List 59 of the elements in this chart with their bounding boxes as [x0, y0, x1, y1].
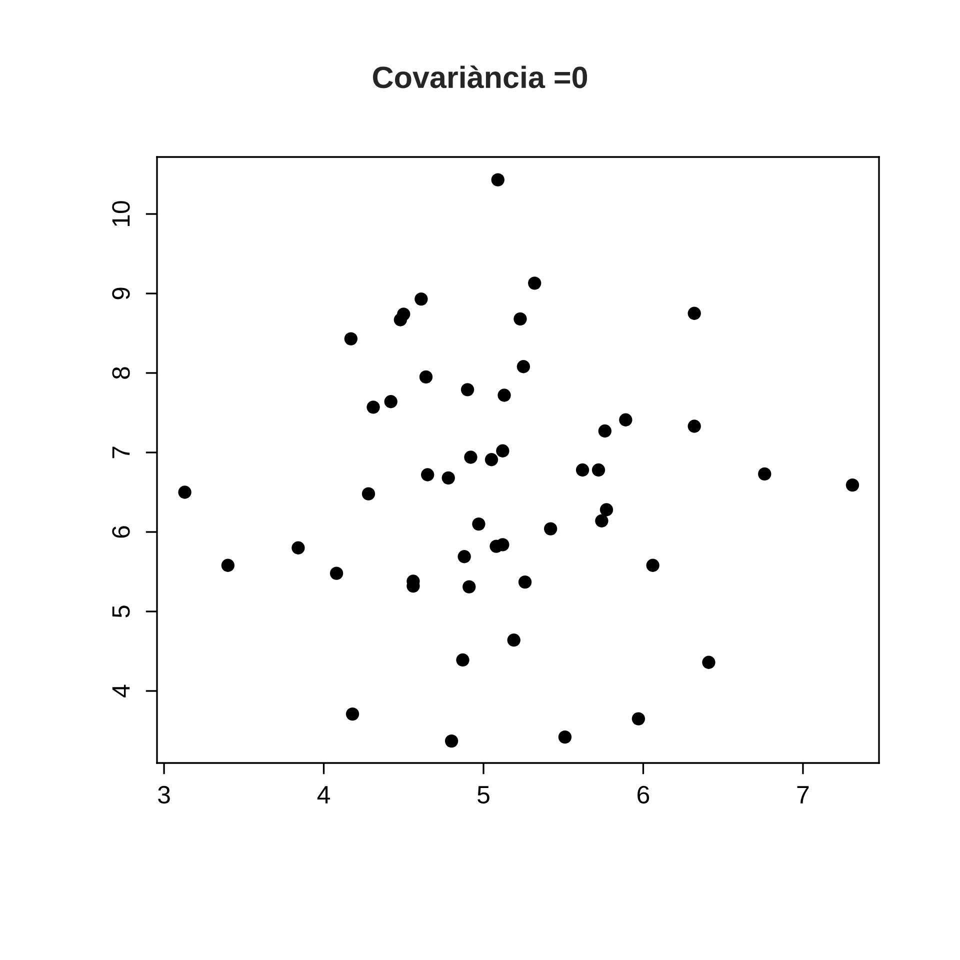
point [456, 653, 470, 667]
point [498, 388, 511, 402]
x-tick-label: 7 [797, 786, 809, 804]
point [688, 420, 701, 433]
point [558, 730, 572, 744]
point [491, 173, 504, 186]
point [330, 566, 344, 580]
point [419, 370, 433, 384]
point [619, 413, 632, 426]
point [397, 308, 410, 321]
point [462, 580, 476, 594]
point [421, 468, 434, 482]
point [544, 522, 558, 536]
point [518, 575, 532, 589]
point [600, 503, 614, 516]
point [758, 467, 772, 481]
point [384, 395, 398, 408]
point [632, 712, 646, 726]
y-tick-label: 5 [112, 606, 130, 618]
y-tick-label: 6 [112, 526, 130, 538]
point [366, 400, 380, 414]
point [702, 656, 716, 669]
y-tick-label: 7 [112, 446, 130, 458]
x-tick-label: 4 [317, 786, 330, 804]
y-tick-label: 9 [112, 288, 130, 300]
x-tick-label: 3 [158, 786, 170, 804]
point [442, 471, 455, 485]
point [292, 541, 305, 554]
point [344, 332, 358, 346]
point [464, 450, 478, 464]
point [496, 538, 510, 552]
point [646, 558, 660, 572]
point [460, 383, 474, 396]
point [444, 734, 458, 748]
point [576, 463, 590, 477]
point [484, 453, 498, 466]
point [496, 444, 510, 458]
point [346, 707, 360, 721]
point [595, 514, 608, 528]
x-tick-label: 5 [478, 786, 490, 804]
point [688, 306, 701, 320]
point [472, 517, 486, 531]
point [516, 360, 530, 374]
chart-title: Covariància =0 [372, 65, 588, 88]
point [221, 558, 235, 572]
point [507, 634, 520, 647]
point [362, 487, 376, 500]
point [178, 486, 192, 499]
point [598, 424, 612, 438]
point [592, 463, 606, 477]
point [458, 550, 471, 564]
point [514, 312, 527, 326]
x-tick-label: 6 [638, 786, 650, 804]
point [414, 292, 428, 306]
y-tick-label: 10 [112, 201, 130, 226]
y-tick-label: 8 [112, 367, 130, 379]
point [846, 478, 860, 492]
point [528, 276, 542, 290]
y-tick-label: 4 [112, 684, 130, 698]
